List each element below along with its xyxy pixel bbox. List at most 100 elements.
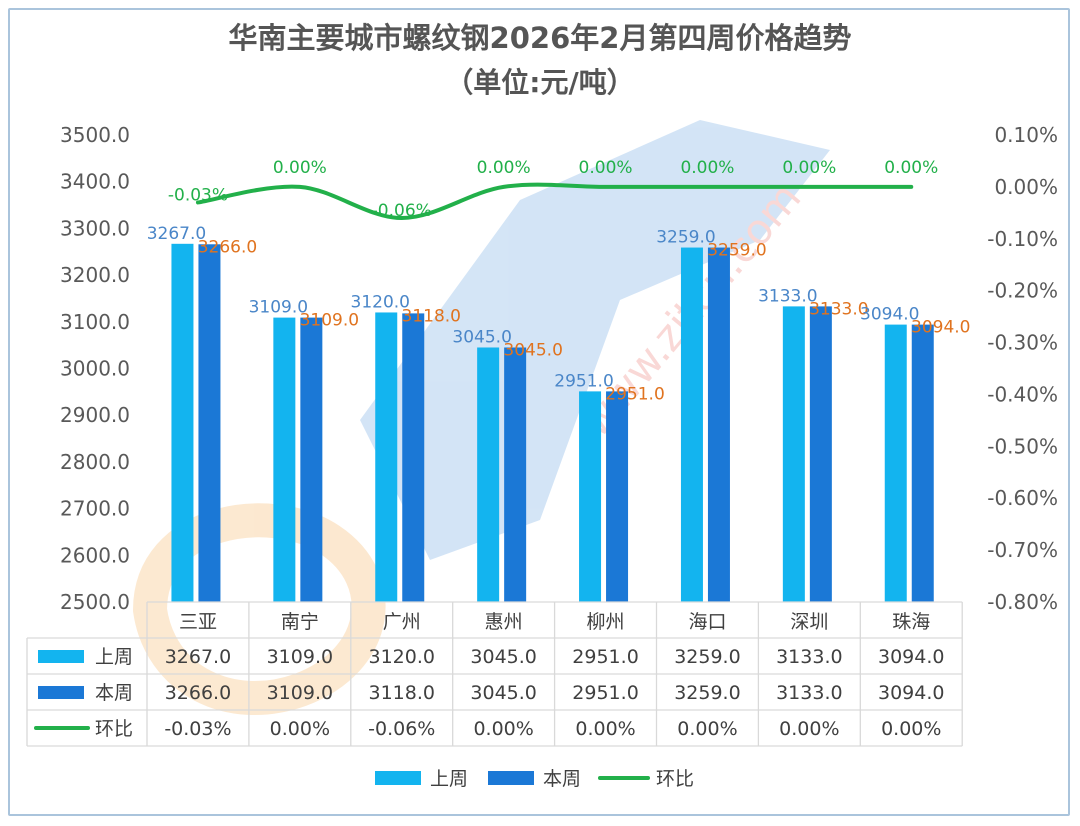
bar-this-week (809, 306, 832, 602)
bar-this-week (707, 247, 730, 602)
bar-last-week (680, 247, 703, 602)
table-cell: -0.06% (368, 718, 435, 740)
table-cell: 0.00% (473, 718, 533, 740)
y-axis-tick: 2800.0 (60, 450, 130, 474)
y-axis-tick: 3200.0 (60, 263, 130, 287)
table-cell: 3045.0 (470, 646, 536, 668)
y2-axis-tick: 0.00% (994, 175, 1058, 199)
table-cell: 0.00% (779, 718, 839, 740)
table-header-city: 三亚 (179, 611, 217, 633)
chart-frame: www.zjtcn.com 华南主要城市螺纹钢2026年2月第四周价格趋势 （单位:… (8, 8, 1070, 816)
table-cell: 0.00% (270, 718, 330, 740)
data-label-last-week: 3109.0 (249, 298, 308, 318)
table-header-city: 柳州 (587, 611, 625, 633)
y-axis-tick: 3000.0 (60, 357, 130, 381)
data-label-last-week: 2951.0 (554, 371, 613, 391)
y-axis-tick: 3100.0 (60, 310, 130, 334)
data-label-this-week: 3109.0 (300, 311, 359, 331)
y-axis-tick: 2500.0 (60, 590, 130, 614)
data-label-last-week: 3133.0 (758, 286, 817, 306)
data-label-mom: 0.00% (680, 158, 734, 178)
data-label-mom: 0.00% (782, 158, 836, 178)
table-header-city: 珠海 (892, 611, 930, 633)
price-chart: www.zjtcn.com华南主要城市螺纹钢2026年2月第四周价格趋势（单位:… (26, 21, 1058, 790)
table-legend-key (38, 686, 84, 699)
y2-axis-tick: -0.60% (987, 486, 1058, 510)
y2-axis-tick: -0.50% (987, 434, 1058, 458)
data-label-mom: 0.00% (477, 158, 531, 178)
y-axis-tick: 3500.0 (60, 123, 130, 147)
table-cell: 3266.0 (165, 682, 231, 704)
y2-axis-tick: 0.10% (994, 123, 1058, 147)
table-row-label: 本周 (95, 682, 133, 704)
bar-this-week (198, 244, 221, 602)
data-label-this-week: 2951.0 (605, 384, 664, 404)
data-label-mom: 0.00% (273, 158, 327, 178)
data-label-mom: -0.06% (372, 201, 432, 221)
table-cell: 3045.0 (470, 682, 536, 704)
table-cell: 2951.0 (572, 646, 638, 668)
table-cell: 0.00% (881, 718, 941, 740)
y-axis-tick: 2600.0 (60, 543, 130, 567)
legend-label-this-week: 本周 (543, 768, 581, 790)
bar-last-week (884, 324, 907, 602)
y-axis-tick: 3300.0 (60, 216, 130, 240)
table-cell: 3259.0 (674, 682, 740, 704)
data-label-last-week: 3120.0 (351, 292, 410, 312)
table-cell: 3120.0 (369, 646, 435, 668)
table-cell: 3118.0 (369, 682, 435, 704)
table-header-city: 惠州 (485, 611, 523, 633)
y2-axis-tick: -0.30% (987, 331, 1058, 355)
y-axis-tick: 2900.0 (60, 403, 130, 427)
table-cell: 3267.0 (165, 646, 231, 668)
table-header-city: 南宁 (281, 611, 319, 633)
table-legend-key (38, 650, 84, 663)
y2-axis-tick: -0.10% (987, 227, 1058, 251)
chart-title: 华南主要城市螺纹钢2026年2月第四周价格趋势 (229, 21, 852, 55)
bar-last-week (782, 306, 805, 602)
data-label-mom: 0.00% (884, 158, 938, 178)
bar-this-week (504, 347, 527, 602)
table-cell: 3133.0 (776, 646, 842, 668)
y2-axis-tick: -0.20% (987, 279, 1058, 303)
data-label-this-week: 3094.0 (911, 318, 970, 338)
bar-last-week (375, 312, 398, 602)
data-label-last-week: 3094.0 (860, 305, 919, 325)
table-cell: -0.03% (164, 718, 231, 740)
bar-this-week (402, 313, 425, 602)
table-row-label: 环比 (95, 718, 133, 740)
data-label-this-week: 3266.0 (198, 237, 257, 257)
table-header-city: 深圳 (790, 611, 828, 633)
data-label-mom: -0.03% (168, 185, 228, 205)
table-cell: 3109.0 (267, 682, 333, 704)
chart-subtitle: （单位:元/吨） (445, 66, 634, 99)
legend-key-this-week (488, 771, 534, 785)
table-row-label: 上周 (95, 646, 133, 668)
bar-last-week (273, 317, 296, 602)
legend-label-last-week: 上周 (430, 768, 468, 790)
data-label-last-week: 3259.0 (656, 228, 715, 248)
table-header-city: 广州 (383, 611, 421, 633)
y2-axis-tick: -0.70% (987, 538, 1058, 562)
y-axis-tick: 3400.0 (60, 170, 130, 194)
legend-label-mom: 环比 (656, 768, 694, 790)
table-cell: 3094.0 (878, 646, 944, 668)
line-mom-change (195, 182, 914, 221)
legend-key-last-week (375, 771, 421, 785)
y2-axis-tick: -0.80% (987, 590, 1058, 614)
table-header-city: 海口 (688, 611, 726, 633)
bar-this-week (911, 324, 934, 602)
data-label-this-week: 3045.0 (503, 340, 562, 360)
data-label-last-week: 3045.0 (452, 327, 511, 347)
table-cell: 0.00% (575, 718, 635, 740)
y2-axis-tick: -0.40% (987, 382, 1058, 406)
bar-this-week (606, 391, 629, 602)
data-label-this-week: 3118.0 (402, 306, 461, 326)
table-cell: 2951.0 (572, 682, 638, 704)
table-cell: 3094.0 (878, 682, 944, 704)
table-cell: 3133.0 (776, 682, 842, 704)
table-cell: 3259.0 (674, 646, 740, 668)
bar-this-week (300, 317, 323, 602)
data-label-last-week: 3267.0 (147, 224, 206, 244)
bar-last-week (579, 391, 602, 602)
